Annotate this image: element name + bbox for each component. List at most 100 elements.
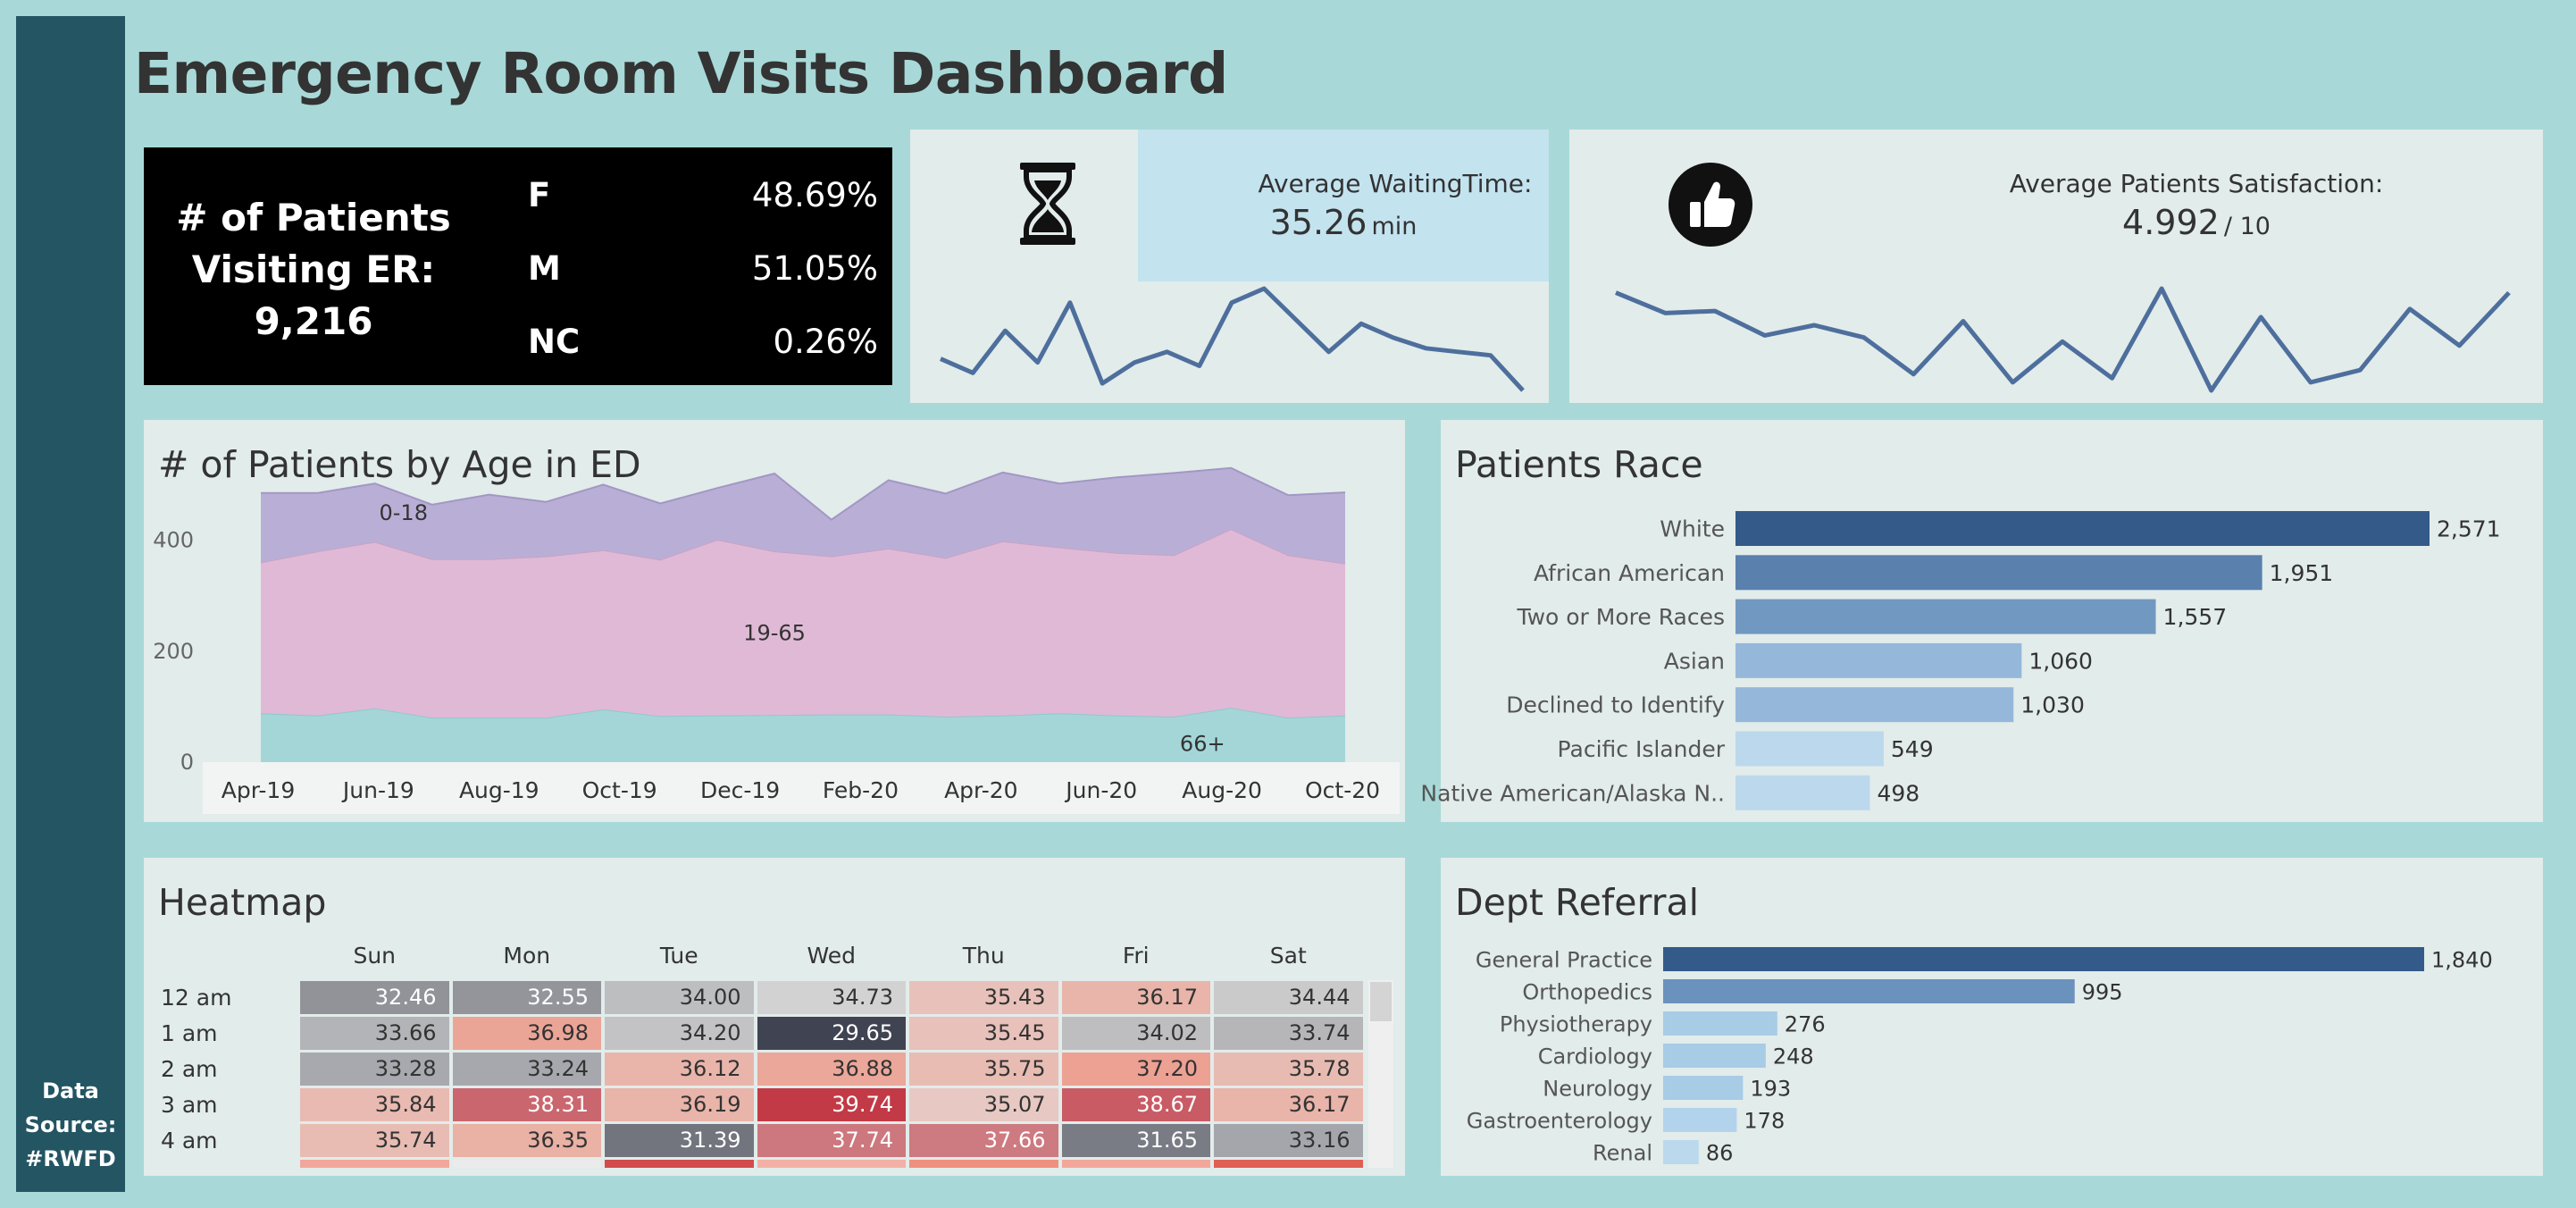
heatmap-row-label: 12 am: [161, 985, 232, 1011]
age-x-tick-label: Aug-19: [459, 777, 539, 803]
data-source-label: Data Source: #RWFD: [16, 1074, 125, 1176]
waiting-time-value-row: 35.26 min: [1138, 203, 1549, 242]
age-x-tick-label: Feb-20: [823, 777, 899, 803]
heatmap-cell-partial: [909, 1160, 1058, 1168]
race-category-label: Pacific Islander: [1558, 736, 1726, 762]
age-series-label: 19-65: [743, 621, 806, 646]
heatmap-cell-partial: [452, 1160, 601, 1168]
heatmap-cell: 32.46: [300, 981, 449, 1014]
age-x-tick-label: Jun-20: [1064, 777, 1137, 803]
heatmap-cell: 35.78: [1214, 1053, 1363, 1086]
heatmap-cell: 36.19: [605, 1088, 754, 1121]
referral-bar: [1663, 1011, 1777, 1036]
heatmap-row-label: 2 am: [161, 1056, 218, 1082]
referral-bar: [1663, 1044, 1766, 1068]
gender-pct: 48.69%: [751, 176, 878, 214]
heatmap-title: Heatmap: [158, 881, 327, 924]
race-bar-chart: White 2,571 African American 1,951 Two or Mo…: [1420, 511, 2501, 810]
waiting-time-trend-line: [940, 286, 1525, 392]
referral-bar: [1663, 1140, 1699, 1164]
race-value-label: 2,571: [2437, 516, 2501, 542]
satisfaction-unit: / 10: [2223, 213, 2271, 240]
heatmap-cell: 33.28: [300, 1053, 449, 1086]
referral-category-label: Gastroenterology: [1467, 1109, 1652, 1134]
referral-bar: [1663, 947, 2424, 971]
heatmap-scrollbar[interactable]: [1368, 980, 1393, 1168]
referral-chart-panel: Dept Referral General Practice 1,840 Ortho…: [1441, 858, 2543, 1176]
satisfaction-sparkline: [1615, 286, 2511, 393]
patients-kpi-card: # of Patients Visiting ER: 9,216 F 48.69…: [144, 147, 892, 385]
heatmap-cell-partial: [1061, 1160, 1210, 1168]
age-series-19-65-area: [261, 529, 1345, 718]
race-bar: [1735, 687, 2014, 723]
satisfaction-trend-line: [1615, 286, 2511, 393]
satisfaction-label: Average Patients Satisfaction:: [2009, 169, 2384, 198]
heatmap-cell-partial: [300, 1160, 449, 1168]
race-value-label: 549: [1891, 736, 1934, 762]
gender-code: M: [528, 249, 561, 288]
heatmap-cell: 35.07: [909, 1088, 1058, 1121]
age-x-tick-label: Aug-20: [1182, 777, 1262, 803]
race-category-label: White: [1660, 516, 1725, 542]
heatmap-cell: 35.84: [300, 1088, 449, 1121]
heatmap-scrollbar-thumb[interactable]: [1370, 982, 1392, 1021]
age-x-tick-label: Jun-19: [341, 777, 414, 803]
race-bar: [1735, 511, 2430, 546]
referral-category-label: Renal: [1593, 1141, 1652, 1166]
thumbs-up-icon: [1669, 163, 1752, 247]
race-category-label: African American: [1534, 560, 1725, 586]
age-series-0-18-edge: [260, 466, 1346, 521]
waiting-time-value: 35.26: [1269, 203, 1367, 242]
referral-value-label: 248: [1773, 1044, 1814, 1070]
heatmap-cell: 34.02: [1061, 1017, 1210, 1050]
hourglass-icon: [1020, 163, 1075, 245]
patients-total-value: 9,216: [254, 299, 373, 343]
heatmap-cell: 34.73: [757, 981, 906, 1014]
heatmap-column-header: Fri: [1122, 943, 1150, 969]
heatmap-cell: 35.74: [300, 1124, 449, 1157]
satisfaction-value: 4.992: [2122, 203, 2220, 242]
age-series-0-18-area: [261, 467, 1345, 564]
waiting-time-highlight: [1138, 130, 1549, 281]
age-chart-title: # of Patients by Age in ED: [158, 443, 641, 486]
sidebar: Data Source: #RWFD: [16, 16, 125, 1192]
race-bar: [1735, 642, 2022, 678]
heatmap-cell: 29.65: [757, 1017, 906, 1050]
race-bar: [1735, 599, 2156, 634]
data-source-line: Data: [42, 1078, 99, 1103]
heatmap-cell: 33.16: [1214, 1124, 1363, 1157]
heatmap-cell-partial: [605, 1160, 754, 1168]
race-value-label: 1,951: [2270, 560, 2334, 586]
race-category-label: Native American/Alaska N..: [1420, 780, 1725, 806]
heatmap-column-header: Thu: [962, 943, 1005, 969]
heatmap-cell: 31.65: [1061, 1124, 1210, 1157]
race-value-label: 498: [1878, 780, 1920, 806]
race-value-label: 1,557: [2163, 604, 2228, 630]
heatmap-cell: 34.20: [605, 1017, 754, 1050]
gender-pct: 51.05%: [751, 249, 878, 288]
referral-value-label: 86: [1706, 1141, 1734, 1166]
patients-total-block: # of Patients Visiting ER: 9,216: [171, 192, 456, 348]
satisfaction-card: Average Patients Satisfaction: 4.992 / 1…: [1569, 130, 2543, 403]
gender-code: NC: [528, 323, 581, 361]
race-category-label: Declined to Identify: [1506, 692, 1725, 718]
heatmap-cell: 36.98: [452, 1017, 601, 1050]
age-x-tick-label: Apr-20: [944, 777, 1017, 803]
race-category-label: Two or More Races: [1516, 604, 1725, 630]
race-bar: [1735, 731, 1884, 767]
heatmap-cell: 33.74: [1214, 1017, 1363, 1050]
waiting-time-label: Average WaitingTime:: [1258, 169, 1533, 198]
heatmap-cell: 36.12: [605, 1053, 754, 1086]
referral-category-label: Neurology: [1543, 1077, 1652, 1102]
age-chart-axis-band: [203, 762, 1400, 814]
heatmap-column-header: Mon: [503, 943, 551, 969]
referral-category-label: General Practice: [1476, 948, 1652, 973]
patients-label-line2: Visiting ER:: [191, 247, 436, 291]
age-series-label: 0-18: [380, 500, 428, 525]
race-bar: [1735, 555, 2262, 591]
race-chart-title: Patients Race: [1455, 443, 1703, 486]
heatmap-cell: 36.17: [1214, 1088, 1363, 1121]
race-value-label: 1,060: [2028, 648, 2093, 674]
race-bar: [1735, 775, 1870, 810]
heatmap-cell-partial: [757, 1160, 906, 1168]
